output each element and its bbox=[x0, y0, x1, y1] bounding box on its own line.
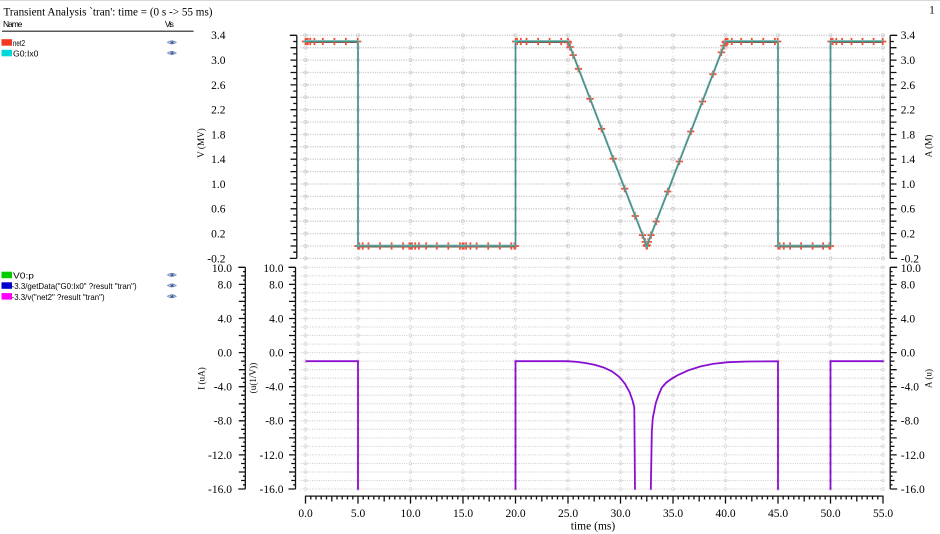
svg-text:time (ms): time (ms) bbox=[571, 520, 616, 532]
svg-text:-8.0: -8.0 bbox=[901, 416, 919, 428]
svg-text:5.0: 5.0 bbox=[351, 508, 366, 520]
svg-text:Transient Analysis `tran': tim: Transient Analysis `tran': time = (0 s -… bbox=[4, 5, 213, 19]
svg-text:0.2: 0.2 bbox=[901, 229, 916, 241]
svg-text:0.0: 0.0 bbox=[901, 348, 916, 360]
svg-text:-8.0: -8.0 bbox=[214, 416, 232, 428]
svg-text:3.0: 3.0 bbox=[211, 55, 226, 67]
svg-text:-0.2: -0.2 bbox=[207, 253, 225, 265]
svg-text:3.0: 3.0 bbox=[901, 55, 916, 67]
svg-text:0.6: 0.6 bbox=[211, 204, 226, 216]
svg-text:1.8: 1.8 bbox=[901, 129, 916, 141]
svg-text:4.0: 4.0 bbox=[218, 313, 233, 325]
svg-text:1.4: 1.4 bbox=[211, 154, 226, 166]
svg-text:1: 1 bbox=[929, 3, 935, 17]
svg-text:55.0: 55.0 bbox=[873, 508, 893, 520]
svg-text:1.8: 1.8 bbox=[211, 129, 226, 141]
svg-text:-8.0: -8.0 bbox=[265, 416, 283, 428]
svg-text:-16.0: -16.0 bbox=[901, 484, 925, 496]
svg-text:10.0: 10.0 bbox=[901, 263, 921, 275]
svg-text:8.0: 8.0 bbox=[269, 279, 284, 291]
svg-text:0.6: 0.6 bbox=[901, 204, 916, 216]
svg-text:2.6: 2.6 bbox=[901, 80, 916, 92]
svg-text:35.0: 35.0 bbox=[663, 508, 683, 520]
svg-text:2.2: 2.2 bbox=[211, 105, 226, 117]
svg-text:A (M): A (M) bbox=[924, 135, 934, 158]
svg-text:8.0: 8.0 bbox=[901, 279, 916, 291]
svg-text:1.0: 1.0 bbox=[211, 179, 226, 191]
svg-text:3.4: 3.4 bbox=[901, 30, 916, 42]
svg-text:30.0: 30.0 bbox=[610, 508, 630, 520]
svg-text:net2: net2 bbox=[13, 38, 25, 48]
svg-text:-4.0: -4.0 bbox=[265, 382, 283, 394]
svg-text:0.0: 0.0 bbox=[218, 348, 233, 360]
svg-text:A (u): A (u) bbox=[924, 369, 934, 388]
svg-text:-12.0: -12.0 bbox=[260, 450, 284, 462]
svg-text:0.0: 0.0 bbox=[269, 348, 284, 360]
svg-text:(u(1/V)): (u(1/V)) bbox=[248, 363, 258, 394]
svg-text:G0:Ix0: G0:Ix0 bbox=[13, 49, 39, 59]
svg-text:-4.0: -4.0 bbox=[214, 382, 232, 394]
svg-text:V (MV): V (MV) bbox=[196, 128, 206, 158]
svg-text:50.0: 50.0 bbox=[820, 508, 840, 520]
svg-text:8.0: 8.0 bbox=[218, 279, 233, 291]
svg-text:4.0: 4.0 bbox=[901, 313, 916, 325]
svg-text:3.4: 3.4 bbox=[211, 30, 226, 42]
svg-text:15.0: 15.0 bbox=[453, 508, 473, 520]
svg-text:0.2: 0.2 bbox=[211, 229, 226, 241]
svg-text:40.0: 40.0 bbox=[715, 508, 735, 520]
svg-text:10.0: 10.0 bbox=[212, 263, 232, 275]
svg-text:-12.0: -12.0 bbox=[208, 450, 232, 462]
svg-text:-12.0: -12.0 bbox=[901, 450, 925, 462]
svg-text:45.0: 45.0 bbox=[768, 508, 788, 520]
svg-text:-16.0: -16.0 bbox=[208, 484, 232, 496]
svg-text:2.2: 2.2 bbox=[901, 105, 916, 117]
svg-text:20.0: 20.0 bbox=[505, 508, 525, 520]
svg-text:I (uA): I (uA) bbox=[197, 367, 207, 390]
svg-text:Vis: Vis bbox=[165, 19, 174, 29]
svg-text:-4.0: -4.0 bbox=[901, 382, 919, 394]
svg-text:25.0: 25.0 bbox=[558, 508, 578, 520]
svg-text:1.4: 1.4 bbox=[901, 154, 916, 166]
svg-text:1.0: 1.0 bbox=[901, 179, 916, 191]
svg-text:Name: Name bbox=[3, 19, 23, 29]
svg-text:4.0: 4.0 bbox=[269, 313, 284, 325]
svg-text:2.6: 2.6 bbox=[211, 80, 226, 92]
svg-text:-3.3/getData("G0:Ix0" ?result: -3.3/getData("G0:Ix0" ?result "tran") bbox=[12, 281, 137, 291]
svg-text:-0.2: -0.2 bbox=[901, 253, 919, 265]
svg-text:10.0: 10.0 bbox=[263, 263, 283, 275]
svg-text:10.0: 10.0 bbox=[400, 508, 420, 520]
svg-text:V0:p: V0:p bbox=[13, 270, 34, 280]
svg-text:-16.0: -16.0 bbox=[260, 484, 284, 496]
svg-text:0.0: 0.0 bbox=[298, 508, 313, 520]
svg-text:-3.3/v("net2" ?result "tran"): -3.3/v("net2" ?result "tran") bbox=[12, 292, 105, 302]
